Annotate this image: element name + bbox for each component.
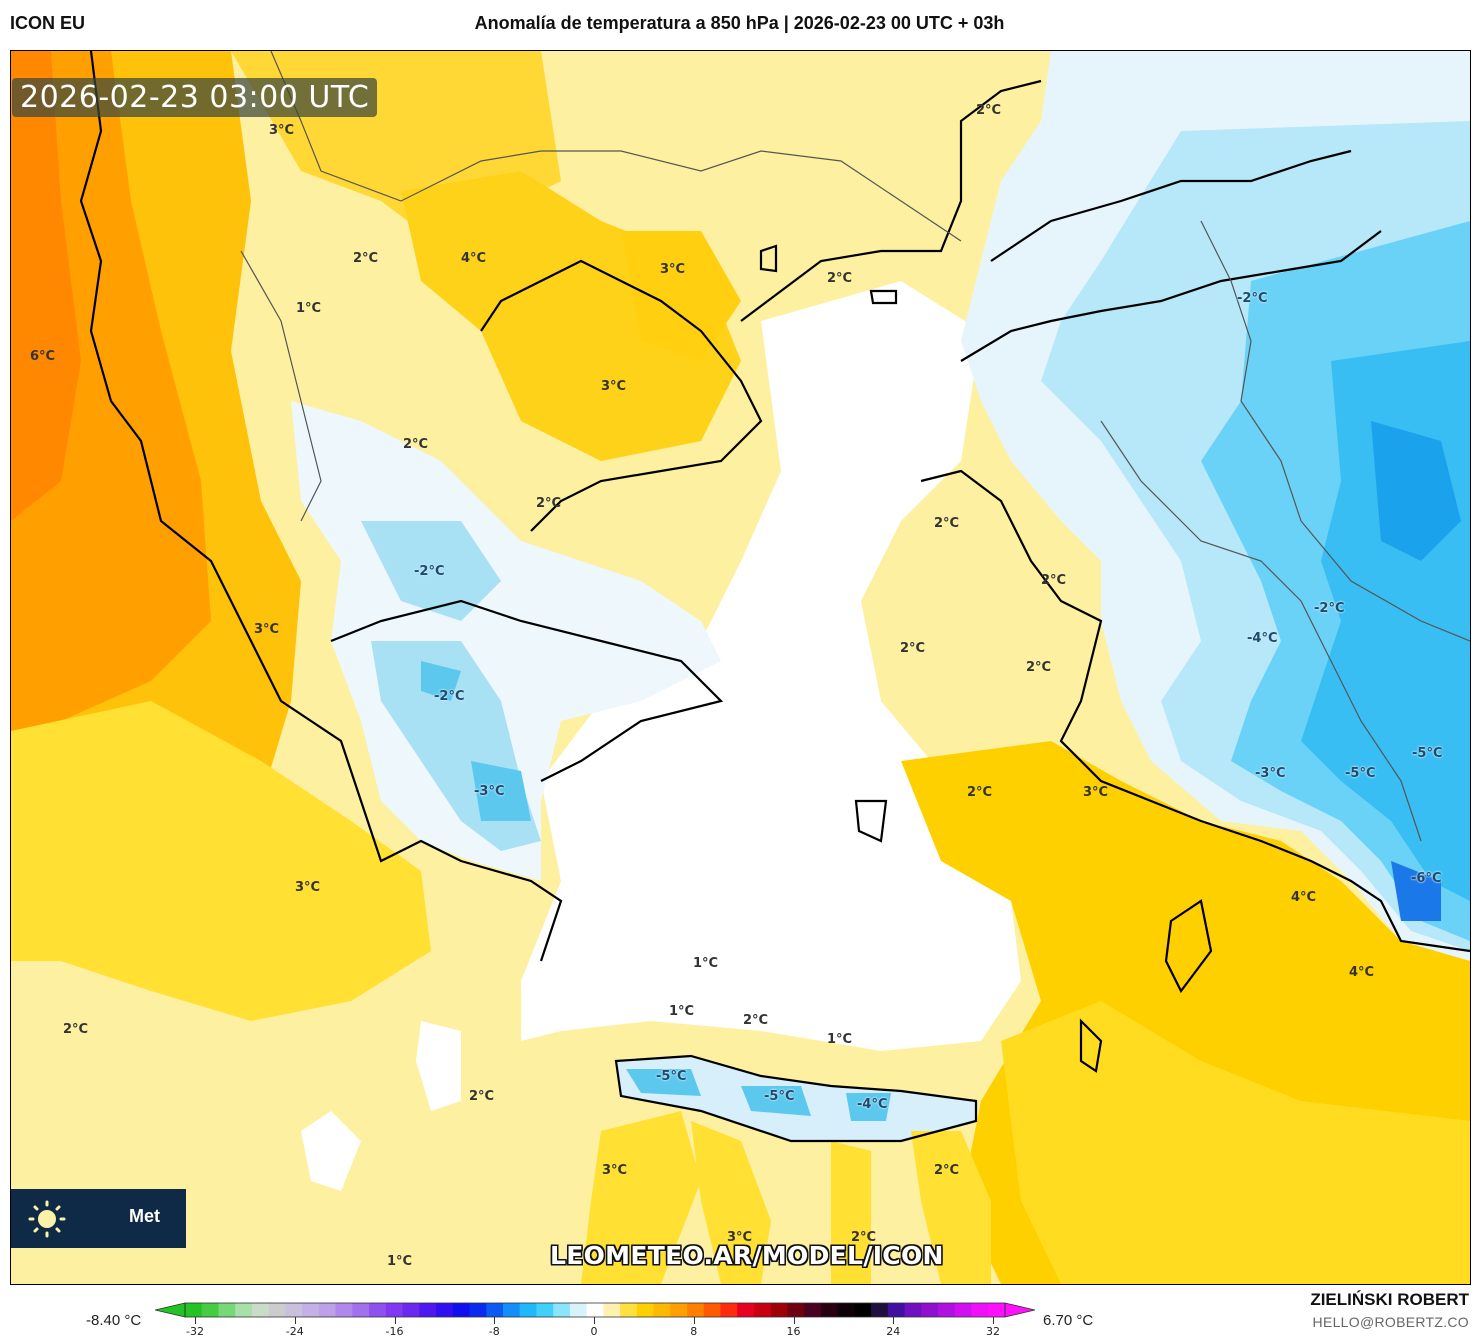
colorbar-tick-mark (195, 1317, 196, 1324)
contour-label: -5°C (656, 1069, 687, 1084)
colorbar-tick-mark (793, 1317, 795, 1324)
contour-label: -2°C (434, 689, 465, 704)
contour-label: 2°C (976, 103, 1002, 118)
contour-label: -2°C (414, 564, 445, 579)
valid-time-badge: 2026-02-23 03:00 UTC (12, 78, 378, 117)
contour-label: 2°C (469, 1089, 495, 1104)
leometeo-logo: Met (11, 1189, 186, 1248)
contour-label: 2°C (900, 641, 926, 656)
sun-icon (28, 1200, 66, 1238)
contour-label: -2°C (1237, 291, 1268, 306)
contour-label: 2°C (967, 785, 993, 800)
contour-label: 3°C (602, 1163, 628, 1178)
colorbar-tick-label: -32 (186, 1325, 204, 1338)
contour-label: 2°C (353, 251, 379, 266)
chart-title: Anomalía de temperatura a 850 hPa | 2026… (474, 13, 1005, 33)
contour-label: -4°C (1247, 631, 1278, 646)
contour-label: 3°C (601, 379, 627, 394)
contour-label: 1°C (296, 301, 322, 316)
colorbar-tick-mark (993, 1317, 994, 1324)
colorbar-tick-label: 24 (886, 1325, 901, 1338)
contour-label: 1°C (693, 956, 719, 971)
contour-label: -5°C (1345, 766, 1376, 781)
author-email: HELLO@ROBERTZ.CO (1312, 1314, 1469, 1330)
colorbar-gradient (154, 1302, 1036, 1318)
colorbar-max-label: 6.70 °C (1043, 1312, 1094, 1329)
colorbar-tick-mark (893, 1317, 895, 1324)
contour-label: -3°C (1255, 766, 1286, 781)
contour-label: 2°C (1026, 660, 1052, 675)
contour-label: 3°C (660, 262, 686, 277)
map-fill-layer (11, 51, 1470, 1284)
contour-label: 2°C (63, 1022, 89, 1037)
contour-label: 2°C (934, 516, 960, 531)
colorbar (154, 1300, 1036, 1320)
colorbar-tick-label: 0 (590, 1325, 598, 1338)
contour-label: -6°C (1411, 871, 1442, 886)
contour-label: -4°C (857, 1097, 888, 1112)
contour-label: 3°C (254, 622, 280, 637)
contour-label: 3°C (295, 880, 321, 895)
colorbar-tick-label: 32 (986, 1325, 1000, 1338)
colorbar-tick-mark (494, 1317, 496, 1324)
model-name: ICON EU (10, 13, 86, 33)
contour-label: 6°C (30, 349, 56, 364)
colorbar-tick-mark (693, 1317, 695, 1324)
contour-label: 2°C (1041, 573, 1067, 588)
colorbar-tick-label: -8 (488, 1325, 500, 1338)
contour-label: 2°C (934, 1163, 960, 1178)
contour-label: 3°C (1083, 785, 1109, 800)
colorbar-tick-label: -24 (285, 1325, 304, 1338)
logo-text: Met (129, 1206, 160, 1226)
contour-label: 3°C (269, 123, 295, 138)
contour-label: 2°C (827, 271, 853, 286)
colorbar-tick-mark (294, 1317, 296, 1324)
author-name: ZIELIŃSKI ROBERT (1310, 1290, 1469, 1309)
temperature-anomaly-map: 3°C 2°C 2°C 4°C 3°C 2°C 1°C -2°C 6°C 3°C 2°C 2°C 2°C… (10, 50, 1471, 1285)
contour-label: 2°C (536, 496, 562, 511)
contour-label: -5°C (764, 1089, 795, 1104)
colorbar-min-label: -8.40 °C (86, 1312, 142, 1329)
contour-label: 1°C (387, 1254, 413, 1269)
colorbar-tick-label: -16 (385, 1325, 404, 1338)
contour-label: 2°C (403, 437, 429, 452)
contour-label: 1°C (669, 1004, 695, 1019)
contour-label: 2°C (743, 1013, 769, 1028)
contour-label: -2°C (1314, 601, 1345, 616)
contour-label: -5°C (1412, 746, 1443, 761)
contour-label: 4°C (1291, 890, 1317, 905)
colorbar-tick-mark (594, 1317, 595, 1324)
colorbar-tick-label: 16 (786, 1325, 801, 1338)
contour-label: 4°C (461, 251, 487, 266)
contour-label: 1°C (827, 1032, 853, 1047)
colorbar-tick-mark (394, 1317, 396, 1324)
contour-label: 4°C (1349, 965, 1375, 980)
contour-label: -3°C (474, 784, 505, 799)
source-watermark: LEOMETEO.AR/MODEL/ICON (550, 1241, 944, 1270)
colorbar-tick-label: 8 (690, 1325, 698, 1338)
contour-label: 2°C (851, 1230, 877, 1245)
contour-label: 3°C (727, 1230, 753, 1245)
